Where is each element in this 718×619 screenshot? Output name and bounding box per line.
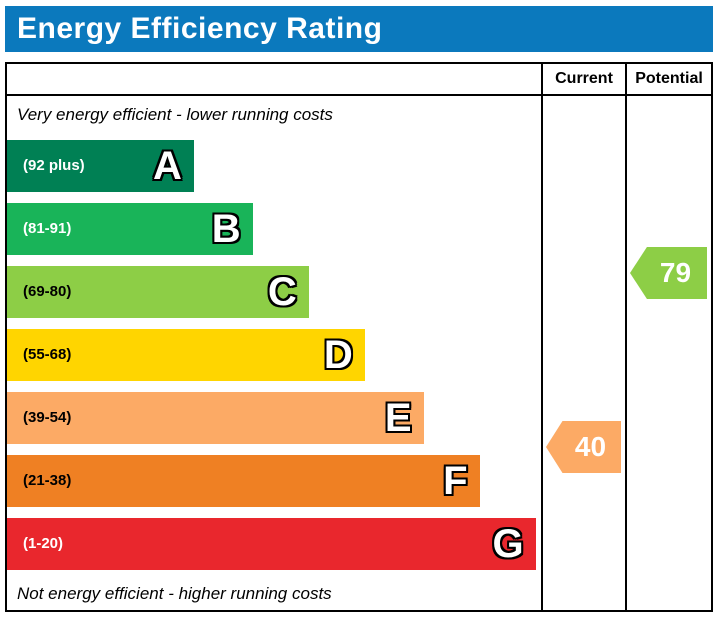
band-range-label: (1-20) [23, 535, 64, 552]
energy-efficiency-chart: Current Potential Very energy efficient … [5, 62, 713, 612]
band-range-label: (55-68) [23, 346, 72, 363]
potential-arrow: 79 [630, 247, 707, 299]
band-range-label: (39-54) [23, 409, 72, 426]
header-potential: Potential [625, 64, 711, 96]
band-row-f: (21-38) F [7, 449, 541, 512]
band-bar-e: (39-54) E [7, 391, 424, 444]
band-range-label: (69-80) [23, 283, 72, 300]
band-bar-a: (92 plus) A [7, 139, 194, 192]
band-bar-g: (1-20) G [7, 517, 536, 570]
band-letter: B [211, 206, 241, 251]
potential-column: 79 [625, 96, 711, 610]
header-spacer-cell [7, 64, 541, 96]
band-letter: E [384, 395, 412, 440]
header-current: Current [541, 64, 625, 96]
band-row-d: (55-68) D [7, 323, 541, 386]
band-letter: D [323, 332, 353, 377]
band-letter: A [153, 143, 182, 188]
band-row-e: (39-54) E [7, 386, 541, 449]
potential-arrow-value: 79 [659, 257, 692, 288]
band-bar-f: (21-38) F [7, 454, 480, 507]
band-range-label: (81-91) [23, 220, 72, 237]
current-column: 40 [541, 96, 625, 610]
band-row-b: (81-91) B [7, 197, 541, 260]
band-bar-c: (69-80) C [7, 265, 309, 318]
band-row-g: (1-20) G [7, 512, 541, 575]
band-letter: C [267, 269, 297, 314]
band-letter: F [443, 458, 468, 503]
band-range-label: (21-38) [23, 472, 72, 489]
band-bar-d: (55-68) D [7, 328, 365, 381]
title-bar: Energy Efficiency Rating [5, 6, 713, 52]
current-arrow-value: 40 [574, 431, 607, 462]
band-bar-b: (81-91) B [7, 202, 253, 255]
band-row-c: (69-80) C [7, 260, 541, 323]
top-note: Very energy efficient - lower running co… [17, 105, 333, 124]
bands-area: Very energy efficient - lower running co… [7, 96, 541, 610]
page-title: Energy Efficiency Rating [17, 12, 383, 45]
band-row-a: (92 plus) A [7, 134, 541, 197]
current-arrow: 40 [546, 421, 621, 473]
band-letter: G [492, 521, 524, 566]
band-range-label: (92 plus) [23, 157, 85, 174]
bottom-note: Not energy efficient - higher running co… [17, 583, 332, 603]
